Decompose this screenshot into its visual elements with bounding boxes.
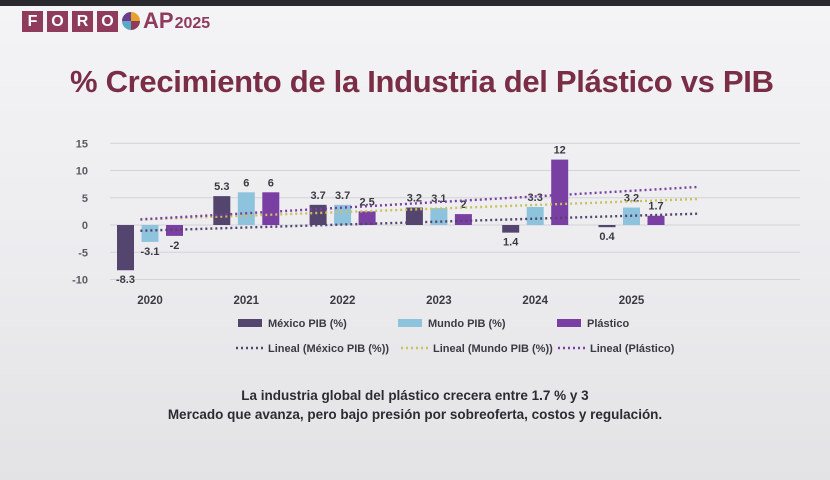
x-tick-label: 2023 [426, 295, 452, 307]
bar-mexico [405, 207, 423, 225]
footer-note-2: Mercado que avanza, pero bajo presión po… [167, 407, 663, 422]
y-tick-label: 5 [82, 193, 88, 205]
legend-label: Mundo PIB (%) [428, 318, 506, 330]
data-label: 3.7 [310, 190, 325, 202]
trendline [140, 185, 699, 221]
data-label: 6 [243, 177, 249, 189]
logo-letter: O [47, 10, 68, 32]
x-tick-label: 2025 [619, 295, 645, 307]
bar-mexico [502, 225, 520, 233]
logo-ap: AP [143, 8, 174, 33]
bar-plastico [166, 225, 183, 236]
data-label: 5.3 [214, 181, 229, 193]
data-label: 1.4 [503, 237, 519, 249]
data-label: -2 [170, 240, 180, 252]
bar-mundo [141, 225, 159, 242]
legend-label: México PIB (%) [268, 318, 347, 330]
legend-label: Lineal (Mundo PIB (%)) [433, 343, 553, 355]
bar-mexico [309, 204, 327, 225]
y-tick-label: -5 [78, 247, 88, 259]
bar-mundo [526, 207, 544, 225]
bar-plastico [551, 159, 569, 225]
legend-swatch [398, 319, 422, 327]
data-label: 3.7 [335, 190, 350, 202]
legend-label: Plástico [587, 318, 629, 330]
x-tick-label: 2024 [522, 295, 548, 307]
footer-note-1: La industria global del plástico crecera… [241, 388, 589, 403]
y-tick-label: 10 [76, 166, 88, 178]
trendline [140, 212, 699, 232]
logo-letter: F [22, 10, 43, 32]
y-tick-label: 0 [82, 220, 88, 232]
data-label: 3.1 [431, 193, 446, 205]
bar-mundo [430, 208, 448, 225]
bar-mundo [334, 204, 352, 225]
legend-swatch [238, 319, 262, 327]
top-bar [0, 0, 830, 6]
bar-mexico [213, 196, 231, 225]
data-label: 3.2 [407, 193, 422, 205]
slide-title: % Crecimiento de la Industria del Plásti… [70, 64, 774, 99]
data-label: 0.4 [599, 231, 615, 243]
logo-year: 2025 [174, 15, 211, 32]
data-label: 1.7 [648, 201, 663, 213]
bar-plastico [358, 211, 376, 225]
data-label: 12 [554, 145, 566, 157]
legend-swatch [557, 319, 581, 327]
legend-label: Lineal (Plástico) [590, 343, 675, 355]
logo-circle-icon [122, 12, 140, 30]
data-label: 6 [268, 177, 274, 189]
logo-letter: R [72, 10, 93, 32]
bar-mexico [598, 225, 616, 228]
data-label: 2 [460, 199, 466, 211]
y-tick-label: -10 [72, 275, 88, 287]
bar-plastico [262, 192, 280, 225]
logo-letter: O [97, 10, 118, 32]
bar-plastico [647, 215, 665, 225]
x-tick-label: 2021 [234, 295, 260, 307]
bar-mundo [237, 192, 255, 225]
data-label: -8.3 [116, 274, 135, 286]
data-label: 3.3 [528, 192, 543, 204]
bar-plastico [454, 214, 472, 225]
foroap-logo: F O R O AP 2025 [22, 8, 210, 34]
x-tick-label: 2022 [330, 295, 356, 307]
y-tick-label: 15 [76, 138, 88, 150]
data-label: -3.1 [141, 246, 160, 258]
trendline [140, 197, 699, 221]
bar-mexico [117, 225, 134, 271]
legend-label: Lineal (México PIB (%)) [268, 343, 389, 355]
x-tick-label: 2020 [137, 295, 163, 307]
